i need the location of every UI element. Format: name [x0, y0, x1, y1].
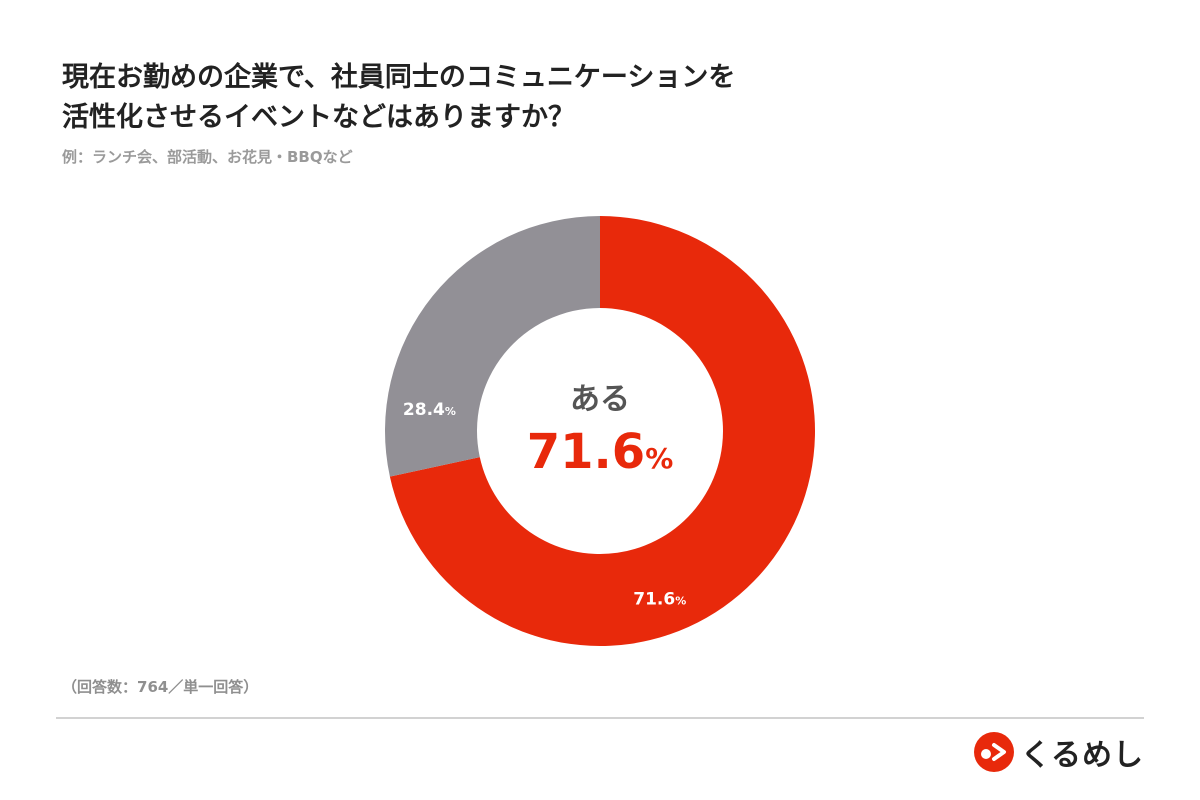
slice-0	[389, 216, 815, 647]
brand-name: くるめし	[1020, 738, 1144, 773]
center-value: 71.6%	[527, 424, 674, 480]
brand-mark-icon	[973, 732, 1014, 772]
subtitle: 例：ランチ会、部活動、お花見・BBQなど	[62, 148, 353, 166]
brand-logo: くるめし	[973, 730, 1144, 774]
slice-label-1: 28.4%	[403, 400, 456, 420]
response-note: （回答数：764／単一回答）	[62, 678, 259, 696]
slice-1	[385, 216, 600, 477]
page-title: 現在お勤めの企業で、社員同士のコミュニケーションを 活性化させるイベントなどはあ…	[62, 58, 735, 138]
slice-label-0: 71.6%	[633, 590, 686, 610]
title-line-1: 現在お勤めの企業で、社員同士のコミュニケーションを	[62, 62, 736, 93]
divider	[56, 717, 1144, 719]
center-label: ある	[570, 382, 630, 417]
title-line-2: 活性化させるイベントなどはありますか？	[62, 102, 575, 133]
